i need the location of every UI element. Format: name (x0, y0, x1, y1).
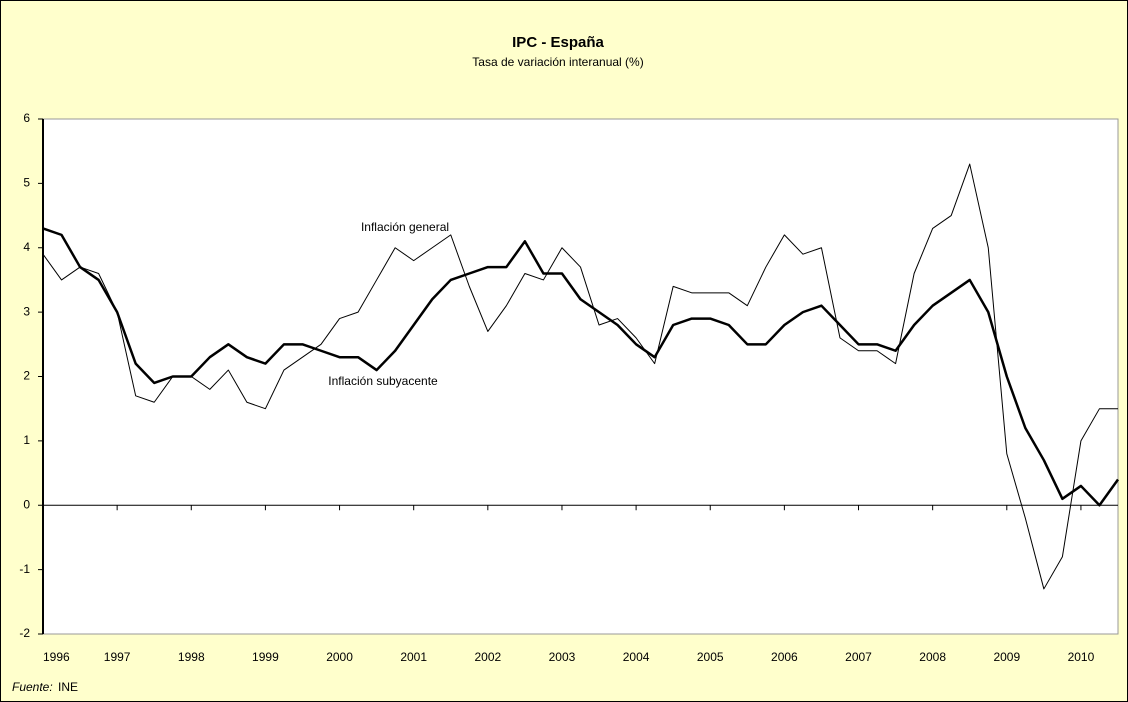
y-tick-label: 5 (23, 176, 30, 190)
y-tick-label: 0 (23, 497, 30, 511)
y-tick-label: 4 (23, 240, 30, 254)
x-tick-label: 2006 (771, 650, 798, 664)
x-tick-label: 2004 (623, 650, 650, 664)
x-tick-label: 1996 (43, 650, 70, 664)
series-line (42, 163, 1118, 590)
y-tick-label: 6 (23, 111, 30, 125)
y-tick-label: 3 (23, 304, 30, 318)
x-tick-label: 1998 (178, 650, 205, 664)
annotation: Inflación general (361, 220, 449, 234)
x-tick-label: 2009 (993, 650, 1020, 664)
x-tick-label: 1997 (104, 650, 131, 664)
y-tick-label: 1 (23, 433, 30, 447)
y-tick-label: -1 (19, 562, 30, 576)
x-tick-label: 1999 (252, 650, 279, 664)
x-tick-label: 2003 (549, 650, 576, 664)
y-tick-label: 2 (23, 369, 30, 383)
x-tick-label: 2008 (919, 650, 946, 664)
chart-subtitle: Tasa de variación interanual (%) (472, 55, 643, 69)
source: INE (58, 680, 78, 694)
x-tick-label: 2000 (326, 650, 353, 664)
source-label: Fuente: (12, 680, 53, 694)
x-tick-label: 2010 (1068, 650, 1095, 664)
annotation: Inflación subyacente (328, 374, 438, 388)
x-tick-label: 2002 (474, 650, 501, 664)
chart-title: IPC - España (512, 34, 604, 51)
x-tick-label: 2007 (845, 650, 872, 664)
x-tick-label: 2001 (400, 650, 427, 664)
y-tick-label: -2 (19, 626, 30, 640)
x-tick-label: 2005 (697, 650, 724, 664)
series-line (42, 227, 1120, 507)
plot-area (42, 118, 1119, 635)
